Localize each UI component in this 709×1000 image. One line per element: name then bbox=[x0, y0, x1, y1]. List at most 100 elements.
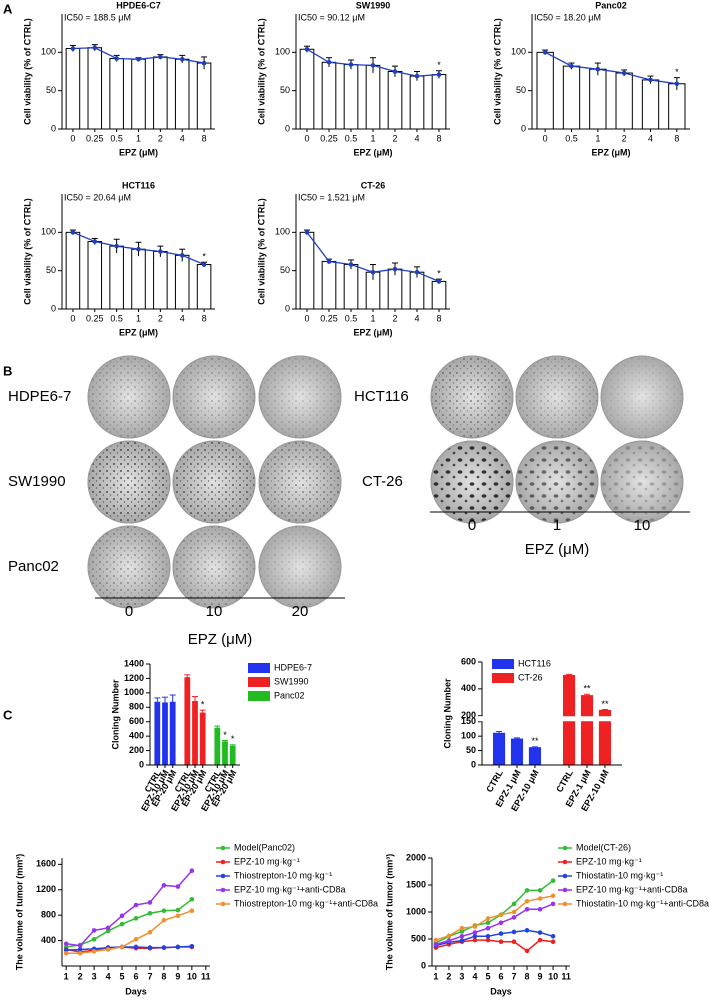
y-axis-label: Cell viability (% of CTRL) bbox=[22, 18, 32, 125]
point bbox=[459, 934, 465, 939]
point bbox=[105, 928, 111, 934]
x-tick-label: 1 bbox=[136, 133, 141, 143]
point bbox=[201, 262, 207, 267]
x-tick-label: 5 bbox=[120, 971, 125, 981]
point bbox=[674, 81, 680, 87]
x-tick-label: 4 bbox=[472, 971, 477, 981]
legend-marker bbox=[220, 845, 226, 851]
x-axis-label: EPZ (μM) bbox=[188, 631, 252, 648]
point bbox=[537, 937, 543, 943]
x-tick-label: 2 bbox=[392, 133, 397, 143]
bar bbox=[109, 245, 124, 310]
point bbox=[511, 939, 517, 944]
colony-plates bbox=[87, 355, 684, 609]
legend-marker bbox=[562, 859, 568, 865]
point bbox=[175, 884, 181, 889]
point bbox=[189, 868, 195, 874]
x-tick-label: 4 bbox=[180, 133, 185, 143]
point bbox=[446, 933, 452, 939]
y-tick-label: 600 bbox=[129, 716, 144, 726]
point bbox=[459, 925, 465, 931]
legend-marker bbox=[562, 873, 568, 879]
bar bbox=[580, 695, 594, 766]
point bbox=[370, 63, 376, 68]
axis-break bbox=[480, 716, 484, 722]
x-tick-label: 10 bbox=[548, 971, 558, 981]
point bbox=[147, 910, 153, 916]
x-tick-label: 3 bbox=[459, 971, 464, 981]
x-tick-label: 1 bbox=[136, 313, 141, 323]
legend-label: EPZ-10 mg·kg⁻¹+anti-CD8a bbox=[576, 884, 688, 894]
bar bbox=[510, 738, 524, 766]
point bbox=[348, 62, 354, 67]
y-tick-label: 0 bbox=[51, 123, 56, 133]
legend-label: Thiostrepton-10 mg·kg⁻¹ bbox=[234, 870, 332, 880]
point bbox=[189, 908, 195, 914]
bar bbox=[528, 747, 542, 766]
x-tick-label: 8 bbox=[436, 133, 441, 143]
x-tick-label: 0 bbox=[70, 133, 75, 143]
point bbox=[70, 46, 76, 51]
y-tick-label: 1200 bbox=[36, 884, 56, 894]
point bbox=[91, 949, 97, 954]
chart-title: Panc02 bbox=[595, 0, 627, 10]
x-axis-label: Days bbox=[490, 986, 512, 996]
bar bbox=[153, 56, 168, 130]
y-tick-label: 1500 bbox=[406, 879, 426, 889]
y-axis-label: Cell viability (% of CTRL) bbox=[492, 18, 502, 125]
x-tick-label: 8 bbox=[202, 133, 207, 143]
x-tick-label: 6 bbox=[133, 971, 138, 981]
point bbox=[446, 938, 452, 943]
point bbox=[537, 896, 543, 901]
point bbox=[414, 269, 420, 275]
y-axis-label: Cloning Number bbox=[442, 678, 452, 748]
point bbox=[524, 888, 530, 893]
legend-label: HCT116 bbox=[518, 658, 551, 668]
point bbox=[498, 931, 504, 936]
annotation: IC50 = 188.5 μM bbox=[64, 12, 131, 22]
bar bbox=[321, 61, 337, 130]
y-tick-label: 100 bbox=[511, 47, 526, 57]
series-line bbox=[435, 880, 554, 944]
point bbox=[485, 925, 491, 931]
point bbox=[569, 63, 574, 69]
y-tick-label: 0 bbox=[471, 759, 476, 769]
y-tick-label: 50 bbox=[46, 265, 56, 275]
point bbox=[158, 249, 163, 254]
point bbox=[392, 69, 398, 74]
x-tick-label: 2 bbox=[446, 971, 451, 981]
bar bbox=[387, 71, 403, 130]
series-line bbox=[435, 895, 554, 941]
x-tick-label: 7 bbox=[512, 971, 517, 981]
x-tick-label: 0 bbox=[304, 313, 309, 323]
point bbox=[161, 917, 167, 923]
series-line bbox=[66, 898, 193, 948]
point bbox=[550, 939, 556, 944]
point bbox=[91, 937, 97, 942]
point bbox=[498, 912, 504, 917]
legend-label: Thiostrepton-10 mg·kg⁻¹+anti-CD8a bbox=[234, 898, 378, 908]
x-tick-label: 0 bbox=[543, 133, 548, 143]
legend-label: SW1990 bbox=[274, 676, 309, 686]
point bbox=[63, 950, 69, 956]
x-tick-label: 5 bbox=[485, 971, 490, 981]
point bbox=[511, 909, 517, 915]
point bbox=[105, 947, 111, 952]
point bbox=[524, 948, 530, 954]
x-tick-label: 0.25 bbox=[86, 133, 104, 143]
bar bbox=[109, 57, 124, 130]
point bbox=[595, 66, 601, 72]
point bbox=[133, 944, 139, 950]
point bbox=[105, 925, 111, 931]
point bbox=[175, 907, 181, 913]
legend-marker bbox=[220, 901, 226, 907]
point bbox=[77, 950, 83, 956]
bar bbox=[229, 745, 236, 766]
y-axis-label: The volume of tumor (mm³) bbox=[14, 854, 24, 971]
point bbox=[63, 947, 69, 953]
chart-title: HCT116 bbox=[122, 180, 155, 190]
point bbox=[92, 45, 98, 51]
point bbox=[133, 902, 139, 908]
annotation: IC50 = 18.20 μM bbox=[534, 12, 601, 22]
point bbox=[485, 937, 491, 943]
